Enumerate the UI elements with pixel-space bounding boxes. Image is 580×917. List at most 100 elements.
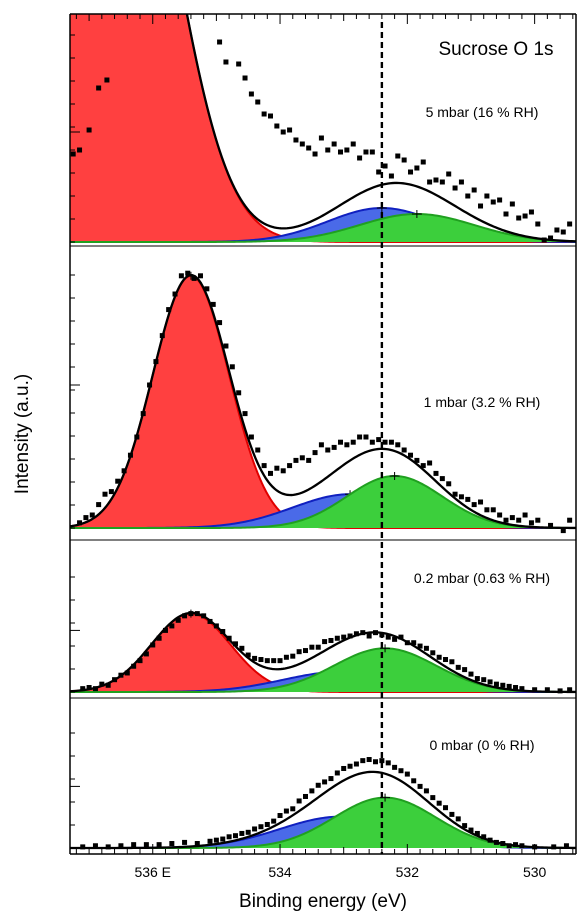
data-point [341, 634, 347, 640]
data-point [493, 839, 499, 845]
data-point [296, 798, 302, 804]
data-point [175, 617, 181, 623]
data-point [267, 113, 273, 119]
data-point [474, 830, 480, 836]
data-point [503, 517, 509, 523]
panel-label: 5 mbar (16 % RH) [426, 104, 539, 120]
data-point [232, 833, 238, 839]
data-point [516, 517, 522, 523]
data-point [344, 442, 350, 448]
data-point [493, 681, 499, 687]
peak-red-fill [70, 613, 576, 692]
data-point [353, 631, 359, 637]
peak-green-fill [70, 214, 576, 242]
data-point [500, 682, 506, 688]
data-point [338, 439, 344, 445]
data-point [334, 770, 340, 776]
data-point [140, 411, 146, 417]
data-point [293, 457, 299, 463]
data-point [563, 843, 569, 849]
peak-red-fill [70, 275, 576, 528]
data-point [131, 663, 137, 669]
data-point [519, 686, 525, 692]
data-point [522, 512, 528, 518]
panel-label: 1 mbar (3.2 % RH) [424, 394, 541, 410]
chart-title: Sucrose O 1s [438, 39, 553, 60]
data-point [490, 199, 496, 205]
x-tick-label: 534 [268, 864, 292, 880]
data-point [201, 613, 207, 619]
panel-2 [70, 609, 576, 694]
data-point [213, 837, 219, 843]
data-point [430, 650, 436, 656]
data-point [220, 836, 226, 842]
data-point [280, 129, 286, 135]
data-point [217, 320, 223, 326]
data-point [217, 39, 223, 45]
data-point [309, 644, 315, 650]
data-point [242, 75, 248, 81]
data-point [226, 635, 232, 641]
x-tick-label: 532 [396, 864, 420, 880]
data-point [134, 434, 140, 440]
data-point [261, 111, 267, 117]
fit-envelope [70, 274, 576, 530]
data-point [382, 163, 388, 169]
data-point [80, 686, 86, 692]
data-point [379, 758, 385, 764]
data-point [519, 843, 525, 849]
data-point [143, 842, 149, 848]
data-point [287, 463, 293, 469]
data-point [481, 834, 487, 840]
panel-label: 0.2 mbar (0.63 % RH) [414, 570, 550, 586]
data-point [245, 652, 251, 658]
data-point [86, 127, 92, 133]
data-point [162, 627, 168, 633]
data-point [287, 127, 293, 133]
data-point [465, 193, 471, 199]
data-point [436, 800, 442, 806]
data-point [77, 520, 83, 526]
data-point [255, 447, 261, 453]
data-point [408, 452, 414, 458]
data-point [366, 633, 372, 639]
data-point [232, 641, 238, 647]
peak-green-line [70, 212, 576, 243]
data-point [290, 653, 296, 659]
data-point [236, 61, 242, 67]
data-point [360, 758, 366, 764]
data-point [347, 763, 353, 769]
data-point [108, 489, 114, 495]
data-point [455, 664, 461, 670]
data-point [271, 658, 277, 664]
data-point [70, 151, 76, 157]
data-point [312, 151, 318, 157]
data-point [484, 193, 490, 199]
data-point [395, 153, 401, 159]
data-point [296, 649, 302, 655]
data-point [411, 640, 417, 646]
peak-red-fill [70, 14, 576, 242]
data-point [115, 478, 121, 484]
data-point [252, 826, 258, 832]
data-point [245, 829, 251, 835]
data-point [414, 457, 420, 463]
data-point [487, 679, 493, 685]
data-point [112, 677, 118, 683]
data-point [427, 179, 433, 185]
data-point [350, 439, 356, 445]
data-point [309, 788, 315, 794]
data-point [344, 147, 350, 153]
data-point [487, 837, 493, 843]
data-point [124, 670, 130, 676]
data-point [156, 842, 162, 848]
data-point [166, 307, 172, 313]
data-point [207, 838, 213, 844]
data-point [99, 681, 105, 687]
data-point [522, 213, 528, 219]
data-point [360, 630, 366, 636]
peak-green-fill [70, 476, 576, 528]
data-point [417, 643, 423, 649]
data-point [283, 654, 289, 660]
